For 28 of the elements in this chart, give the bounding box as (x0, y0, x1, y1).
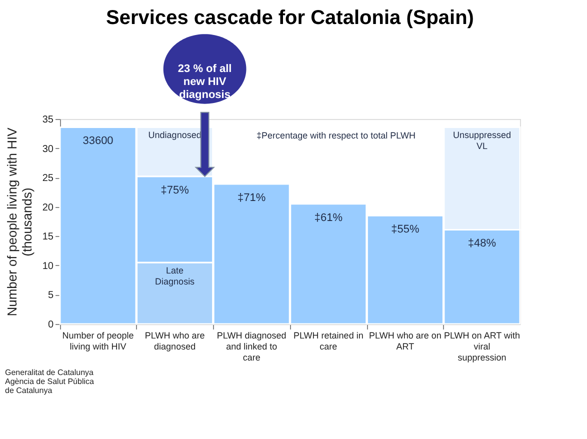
x-tick-label: PLWH on ART with viral suppression (444, 330, 520, 362)
y-tick-label: 5 (48, 290, 54, 302)
annotation: 33600 (82, 135, 114, 148)
x-tick-label: PLWH who are diagnosed (144, 330, 205, 352)
annotation: ‡55% (391, 224, 420, 236)
y-tick-label: 25 (42, 173, 54, 184)
series-label: Unsuppressed VL (452, 130, 512, 152)
annotation: ‡Percentage with respect to total PLWH (256, 130, 416, 140)
series-label: Undiagnosed (148, 130, 202, 140)
annotation: ‡75% (160, 184, 190, 196)
x-tick-label: Number of people living with HIV (62, 330, 134, 352)
annotation: ‡71% (238, 192, 266, 204)
y-tick-label: 20 (42, 202, 54, 214)
x-tick-label: PLWH who are on ART (369, 330, 442, 352)
series-label: Late Diagnosis (155, 266, 196, 286)
y-tick-label: 10 (42, 260, 54, 272)
text: Generalitat de Catalunya Agència de Salut Pública de Catalunya (5, 368, 94, 395)
chart-title: Services cascade for Catalonia (Spain) (106, 7, 474, 30)
annotation: ‡48% (468, 238, 496, 250)
x-tick-label: PLWH diagnosed and linked to care (216, 330, 286, 362)
text: 23 % of all new HIV diagnosis (178, 63, 232, 101)
x-tick-label: PLWH retained in care (293, 330, 364, 352)
y-tick-label: 0 (48, 320, 54, 330)
annotation: ‡61% (314, 212, 343, 224)
y-tick-label: 30 (42, 144, 54, 155)
y-axis-title: Number of people living with HIV (thousands) (4, 127, 34, 316)
y-tick-label: 15 (42, 232, 54, 243)
y-tick-label: 35 (42, 114, 54, 126)
